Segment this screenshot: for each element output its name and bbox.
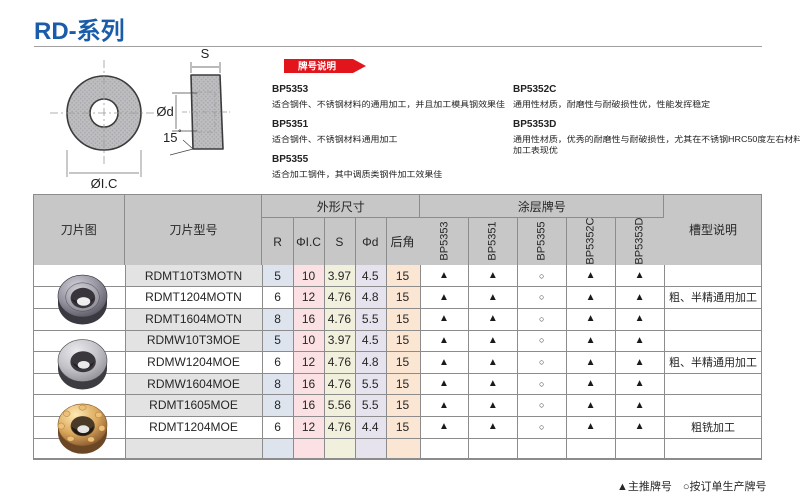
- svg-text:Ød: Ød: [156, 104, 173, 119]
- svg-text:牌号说明: 牌号说明: [298, 60, 337, 72]
- svg-text:S: S: [201, 46, 210, 61]
- svg-text:ØI.C: ØI.C: [91, 176, 118, 190]
- svg-text:°: °: [178, 128, 182, 138]
- svg-text:15: 15: [163, 130, 177, 145]
